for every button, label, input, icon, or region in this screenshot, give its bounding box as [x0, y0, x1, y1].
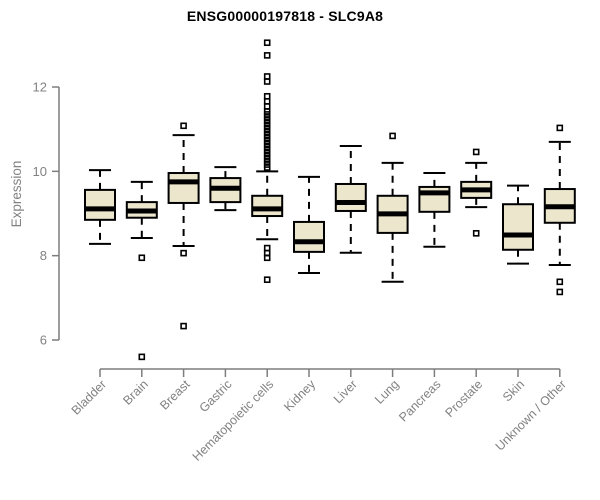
outlier-point: [263, 92, 271, 100]
outlier-point: [180, 122, 187, 130]
box-brain: [125, 180, 158, 361]
y-tick-label: 10: [33, 164, 47, 179]
iqr-box: [502, 203, 534, 251]
outlier-point: [263, 254, 271, 262]
x-tick-label-bladder: Bladder: [69, 377, 109, 417]
box-skin: [502, 184, 534, 265]
iqr-box: [167, 172, 200, 204]
x-tick-label-kidney: Kidney: [281, 377, 318, 414]
x-tick-label-prostate: Prostate: [442, 377, 485, 420]
y-tick-label: 12: [33, 80, 47, 95]
box-liver: [334, 145, 367, 254]
box-lung: [376, 132, 409, 283]
x-tick-label-lung: Lung: [372, 377, 402, 407]
x-tick-label-breast: Breast: [157, 377, 193, 413]
box-kidney: [293, 175, 325, 274]
outlier-point: [263, 52, 271, 59]
box-gastric: [209, 166, 242, 212]
outlier-point: [263, 73, 271, 80]
outlier-point: [472, 148, 480, 156]
x-tick-label-pancreas: Pancreas: [396, 377, 443, 424]
y-axis-title: Expression: [9, 161, 24, 228]
outlier-point: [263, 78, 271, 85]
outlier-point: [180, 322, 187, 330]
iqr-box: [334, 182, 367, 212]
x-tick-label-unknown-other: Unknown / Other: [493, 377, 569, 453]
outlier-point: [138, 353, 146, 361]
x-tick-label-gastric: Gastric: [197, 377, 235, 415]
box-bladder: [84, 169, 116, 245]
x-tick-label-skin: Skin: [500, 377, 527, 404]
outlier-point: [180, 249, 187, 257]
outlier-point: [556, 124, 564, 132]
outlier-point: [263, 244, 271, 252]
y-tick-label: 8: [40, 248, 47, 263]
outlier-point: [263, 276, 271, 284]
outlier-point: [389, 132, 396, 140]
iqr-box: [293, 220, 325, 253]
x-tick-label-hematopoietic-cells: Hematopoietic cells: [190, 377, 277, 464]
outlier-point: [263, 164, 271, 171]
outlier-point: [263, 39, 271, 47]
box-unknown-other: [543, 124, 576, 296]
box-prostate: [460, 148, 493, 237]
outlier-point: [263, 98, 271, 105]
chart-title: ENSG00000197818 - SLC9A8: [186, 8, 384, 24]
outlier-point: [556, 288, 564, 296]
iqr-box: [251, 194, 284, 218]
box-hematopoietic-cells: [251, 39, 284, 284]
outlier-point: [472, 230, 480, 237]
box-breast: [167, 122, 200, 330]
outlier-point: [138, 254, 146, 262]
box-pancreas: [418, 172, 451, 248]
y-axis: 6 8 10 12 Expression: [9, 80, 60, 348]
iqr-box: [84, 188, 116, 221]
outlier-point: [556, 278, 564, 286]
x-tick-label-liver: Liver: [331, 377, 360, 406]
y-tick-label: 6: [40, 333, 47, 348]
outlier-point: [263, 103, 271, 110]
x-tick-label-brain: Brain: [120, 377, 151, 408]
